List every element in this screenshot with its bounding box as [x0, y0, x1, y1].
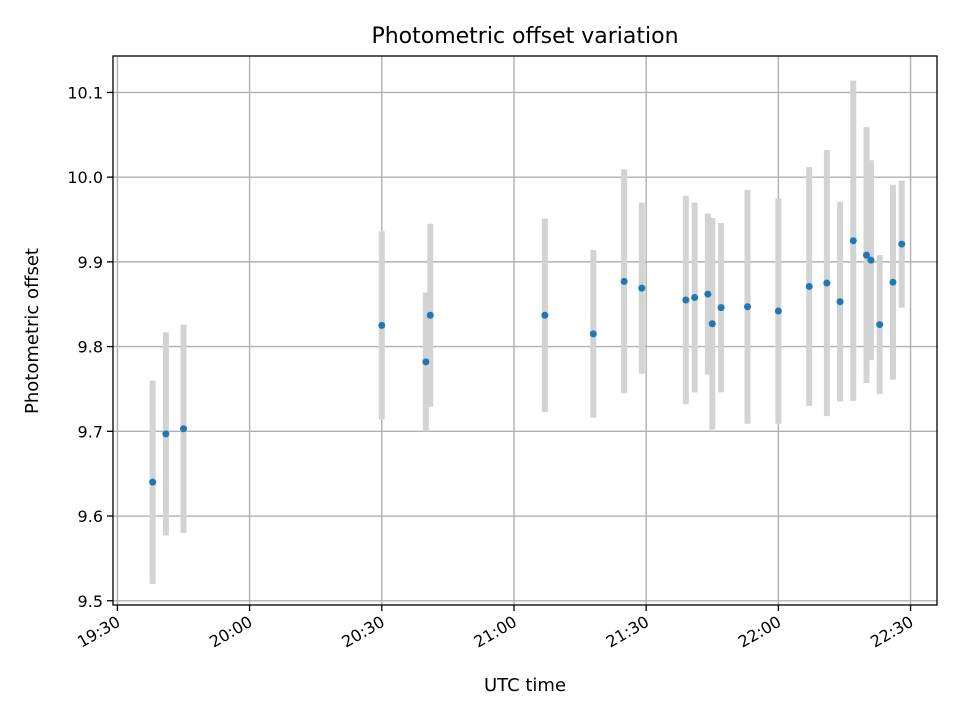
x-tick-label: 21:00	[471, 612, 520, 652]
x-tick-label: 22:30	[867, 612, 916, 652]
data-point	[862, 251, 870, 259]
data-point	[717, 304, 725, 312]
y-tick-label: 9.8	[78, 338, 103, 357]
plot-frame	[112, 55, 938, 606]
x-axis-label: UTC time	[484, 675, 566, 696]
tick-layer: 19:30 20:00 20:30 21:00 21:30 22:00 22:30 9.5 9.…	[67, 83, 916, 651]
point-layer	[149, 237, 906, 486]
x-tick-label: 19:30	[74, 612, 123, 652]
data-point	[836, 298, 844, 306]
data-point	[889, 278, 897, 286]
y-axis-label: Photometric offset	[22, 248, 43, 414]
data-point	[180, 425, 188, 433]
data-point	[620, 277, 628, 285]
data-point	[704, 290, 712, 298]
data-point	[682, 296, 690, 304]
y-tick-label: 10.0	[67, 168, 103, 187]
errorbar-layer	[149, 80, 905, 584]
data-point	[823, 279, 831, 287]
data-point	[744, 303, 752, 311]
data-point	[541, 311, 549, 319]
y-tick-label: 9.5	[78, 592, 103, 611]
data-point	[149, 478, 157, 486]
data-point	[867, 256, 875, 264]
data-point	[638, 284, 646, 292]
x-tick-label: 20:30	[338, 612, 387, 652]
data-point	[774, 307, 782, 315]
x-tick-label: 21:30	[603, 612, 652, 652]
data-point	[378, 321, 386, 329]
data-point	[691, 293, 699, 301]
data-point	[898, 240, 906, 248]
y-tick-label: 9.9	[78, 253, 103, 272]
x-tick-label: 22:00	[735, 612, 784, 652]
grid-layer	[113, 56, 937, 605]
data-point	[589, 330, 597, 338]
y-tick-label: 10.1	[67, 83, 103, 102]
data-point	[162, 430, 170, 438]
y-tick-label: 9.6	[78, 507, 103, 526]
chart-title: Photometric offset variation	[371, 24, 678, 49]
data-point	[426, 311, 434, 319]
data-point	[876, 321, 884, 329]
x-tick-label: 20:00	[206, 612, 255, 652]
data-point	[422, 358, 430, 366]
data-point	[805, 282, 813, 290]
y-tick-label: 9.7	[78, 422, 103, 441]
data-point	[708, 320, 716, 328]
data-point	[849, 237, 857, 245]
